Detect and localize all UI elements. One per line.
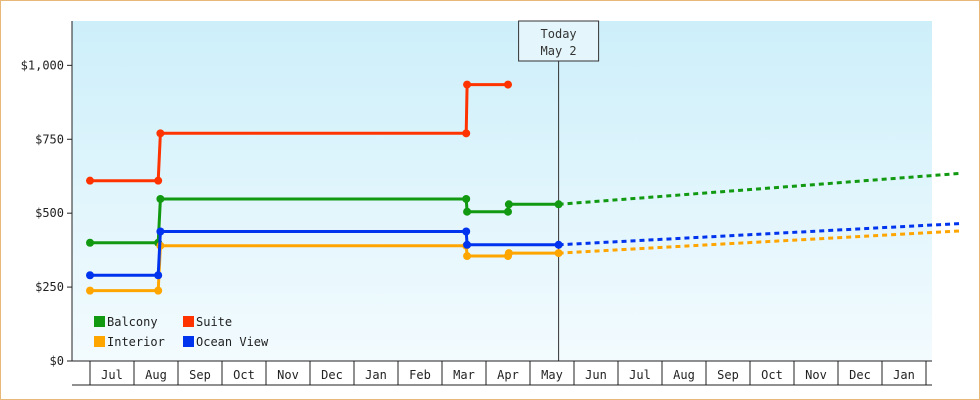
x-month-label: Oct [233, 368, 255, 382]
x-month-label: Jan [893, 368, 915, 382]
series-point-interior [463, 252, 472, 261]
series-point-suite [463, 80, 472, 89]
x-month-label: May [541, 368, 563, 382]
y-tick-label: $1,000 [21, 58, 64, 72]
x-month-label: Dec [849, 368, 871, 382]
x-month-label: Apr [497, 368, 519, 382]
series-point-ocean-view [154, 271, 163, 280]
series-point-ocean-view [554, 240, 563, 249]
series-point-balcony [462, 194, 471, 203]
legend-swatch-suite [183, 316, 194, 327]
legend-swatch-balcony [94, 316, 105, 327]
series-point-ocean-view [156, 227, 165, 236]
series-point-balcony [86, 238, 94, 247]
series-point-suite [154, 176, 163, 185]
x-month-label: Jul [629, 368, 651, 382]
plot-background [72, 21, 932, 361]
x-month-label: Oct [761, 368, 783, 382]
series-point-interior [554, 249, 563, 258]
series-point-suite [86, 176, 94, 185]
x-month-label: Sep [189, 368, 211, 382]
series-forecast-balcony [558, 171, 962, 206]
today-label-line2: May 2 [541, 44, 577, 58]
series-point-balcony [554, 200, 563, 209]
legend-swatch-ocean-view [183, 336, 194, 347]
series-line-suite [90, 83, 508, 183]
series-forecast-interior [558, 229, 962, 255]
legend-label-ocean-view: Ocean View [196, 335, 269, 349]
series-point-interior [504, 249, 513, 258]
x-month-label: Jan [365, 368, 387, 382]
legend-swatch-interior [94, 336, 105, 347]
series-point-ocean-view [463, 240, 472, 249]
series-point-balcony [504, 207, 512, 216]
x-month-label: Aug [673, 368, 695, 382]
series-point-suite [504, 80, 512, 89]
series-line-ocean-view [90, 230, 559, 277]
series-point-balcony [156, 194, 165, 203]
x-month-label: Nov [277, 368, 299, 382]
series-forecast-ocean-view [558, 222, 962, 247]
y-tick-label: $500 [35, 206, 64, 220]
x-month-label: Mar [453, 368, 475, 382]
series-point-interior [86, 286, 94, 295]
series-point-balcony [504, 200, 513, 209]
legend-label-interior: Interior [107, 335, 165, 349]
today-label-box [518, 20, 600, 62]
y-tick-label: $0 [50, 354, 64, 368]
x-month-label: Jun [585, 368, 607, 382]
series-point-balcony [463, 207, 472, 216]
legend-label-suite: Suite [196, 315, 232, 329]
series-point-suite [462, 129, 471, 138]
today-label-line1: Today [541, 27, 577, 41]
series-point-interior [154, 286, 163, 295]
x-month-label: Feb [409, 368, 431, 382]
x-month-label: Nov [805, 368, 827, 382]
series-point-ocean-view [86, 271, 94, 280]
x-month-label: Jul [101, 368, 123, 382]
x-month-label: Aug [145, 368, 167, 382]
y-tick-label: $750 [35, 132, 64, 146]
legend-label-balcony: Balcony [107, 315, 158, 329]
x-month-label: Sep [717, 368, 739, 382]
y-tick-label: $250 [35, 280, 64, 294]
series-point-ocean-view [462, 227, 471, 236]
x-month-label: Dec [321, 368, 343, 382]
series-point-suite [156, 129, 165, 138]
